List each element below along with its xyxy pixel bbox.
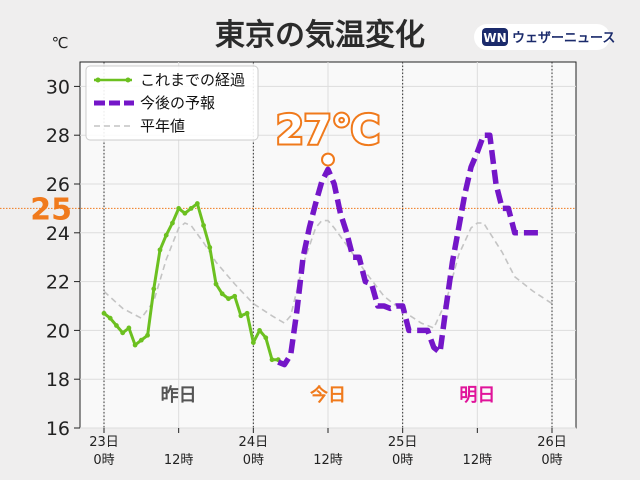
observed-point [201, 223, 206, 228]
legend-swatch-observed-dot [125, 77, 131, 83]
legend-label-forecast: 今後の予報 [140, 94, 215, 112]
series-line-forecast [277, 132, 540, 368]
y-tick-label: 22 [46, 272, 70, 294]
observed-point [120, 330, 126, 336]
observed-point [138, 337, 144, 343]
x-tick-label-hour: 12時 [164, 453, 194, 468]
observed-point [250, 340, 256, 345]
x-tick-label-date: 26日 [537, 435, 567, 450]
day-label-yesterday: 昨日 [161, 384, 197, 406]
x-axis-ticks: 23日 0時 12時 24日 0時 12時 25日 0時 12時 26日 0時 [89, 428, 567, 468]
observed-point [170, 220, 175, 226]
observed-point [194, 201, 200, 206]
observed-point [219, 291, 225, 297]
x-tick-label-hour: 0時 [392, 453, 413, 468]
legend-label-normal: 平年値 [140, 117, 185, 135]
legend-label-observed: これまでの経過 [140, 71, 245, 89]
brand-logo: WN ウェザーニュース [474, 24, 615, 50]
x-tick-label-hour: 12時 [463, 453, 493, 468]
observed-point [114, 323, 119, 328]
observed-point [226, 296, 231, 302]
observed-point [157, 247, 163, 253]
observed-point [163, 232, 169, 238]
x-tick-label-date: 23日 [89, 435, 119, 450]
x-tick-label-hour: 12時 [313, 453, 343, 468]
legend-box [85, 65, 259, 141]
reference-value-label: 25 [30, 192, 72, 227]
legend-swatch-observed-dot [95, 77, 101, 83]
y-tick-label: 18 [46, 369, 70, 391]
observed-point [126, 325, 132, 331]
observed-point [244, 310, 250, 316]
brand-mark: WN [483, 31, 506, 45]
x-tick-label-date: 24日 [239, 435, 269, 450]
peak-temperature-label: 27℃ [276, 108, 380, 154]
observed-point [207, 245, 213, 250]
day-label-tomorrow: 明日 [459, 385, 495, 406]
observed-point [238, 313, 244, 319]
y-tick-label: 26 [46, 174, 70, 196]
peak-marker [321, 152, 335, 167]
y-axis-unit: ℃ [52, 34, 69, 52]
observed-point [151, 286, 157, 292]
x-tick-label-hour: 0時 [541, 453, 562, 468]
brand-name: ウェザーニュース [512, 31, 615, 46]
x-tick-label-date: 25日 [388, 435, 418, 450]
day-label-today: 今日 [310, 384, 346, 406]
chart-title: 東京の気温変化 [215, 18, 425, 53]
series-line-normal [103, 219, 553, 330]
y-tick-label: 24 [46, 223, 70, 245]
x-tick-label-hour: 0時 [243, 453, 264, 468]
observed-points [101, 201, 281, 363]
observed-point [232, 293, 238, 299]
observed-point [257, 328, 262, 333]
observed-point [132, 342, 138, 348]
observed-point [263, 335, 269, 341]
y-tick-label: 30 [46, 76, 70, 98]
brand-logo-pill [474, 24, 610, 50]
observed-point [145, 332, 150, 338]
y-axis-ticks: 16 18 20 22 24 26 28 30 [46, 76, 80, 440]
observed-point [182, 210, 188, 216]
observed-point [213, 281, 219, 287]
observed-point [269, 357, 275, 363]
y-tick-label: 16 [46, 418, 70, 440]
y-tick-label: 20 [46, 320, 70, 342]
x-tick-label-hour: 0時 [93, 453, 114, 468]
observed-point [176, 206, 182, 211]
y-tick-label: 28 [46, 125, 70, 147]
brand-mark-badge [482, 28, 508, 46]
observed-point [107, 315, 113, 321]
legend: これまでの経過 今後の予報 平年値 [85, 65, 259, 141]
observed-point [188, 206, 194, 211]
observed-point [101, 310, 107, 316]
